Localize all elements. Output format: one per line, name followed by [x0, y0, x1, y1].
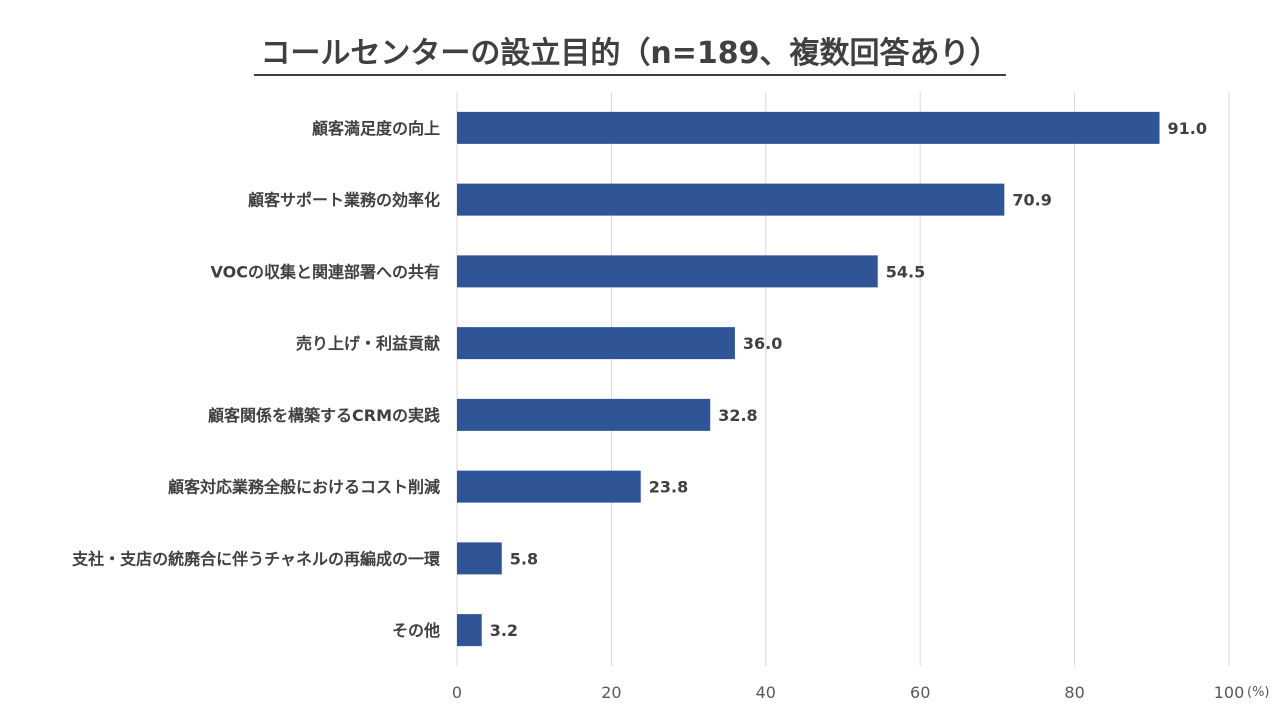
- value-label: 91.0: [1168, 119, 1207, 138]
- x-tick-label: 60: [910, 683, 930, 702]
- bar: [457, 111, 1160, 144]
- category-label: 顧客関係を構築するCRMの実践: [208, 406, 440, 425]
- category-label: VOCの収集と関連部署への共有: [211, 262, 440, 281]
- chart-title: コールセンターの設立目的（n=189、複数回答あり）: [0, 28, 1260, 76]
- bar: [457, 470, 641, 503]
- category-label: 顧客満足度の向上: [312, 119, 440, 138]
- category-label: 顧客対応業務全般におけるコスト削減: [168, 478, 440, 497]
- x-axis-unit-label: (%): [1247, 685, 1270, 700]
- value-label: 3.2: [490, 621, 518, 640]
- value-label: 54.5: [886, 262, 925, 281]
- x-tick-label: 40: [756, 683, 776, 702]
- value-label: 36.0: [743, 334, 782, 353]
- bar: [457, 183, 1005, 216]
- chart-title-text: コールセンターの設立目的（n=189、複数回答あり）: [254, 28, 1006, 76]
- x-tick-label: 20: [601, 683, 621, 702]
- gridlines: [456, 92, 1230, 666]
- value-label: 70.9: [1012, 191, 1051, 210]
- x-tick-label: 80: [1064, 683, 1084, 702]
- category-label: 支社・支店の統廃合に伴うチャネルの再編成の一環: [71, 549, 441, 568]
- x-tick-label: 0: [452, 683, 462, 702]
- bars: [457, 111, 1160, 647]
- bar: [457, 542, 502, 575]
- value-labels: 91.0 70.9 54.5 36.0 32.8 23.8 5.8 3.2: [490, 119, 1207, 640]
- category-label: 顧客サポート業務の効率化: [248, 191, 440, 210]
- value-label: 23.8: [649, 478, 688, 497]
- bar: [457, 398, 711, 431]
- value-label: 5.8: [510, 549, 538, 568]
- bar: [457, 327, 735, 360]
- category-label: 売り上げ・利益貢献: [296, 334, 440, 353]
- bar: [457, 614, 482, 647]
- x-tick-label: 100: [1214, 683, 1245, 702]
- x-axis-ticks: 0 20 40 60 80 100 (%): [452, 683, 1270, 702]
- value-label: 32.8: [718, 406, 757, 425]
- category-label: その他: [392, 621, 440, 640]
- bar: [457, 255, 878, 288]
